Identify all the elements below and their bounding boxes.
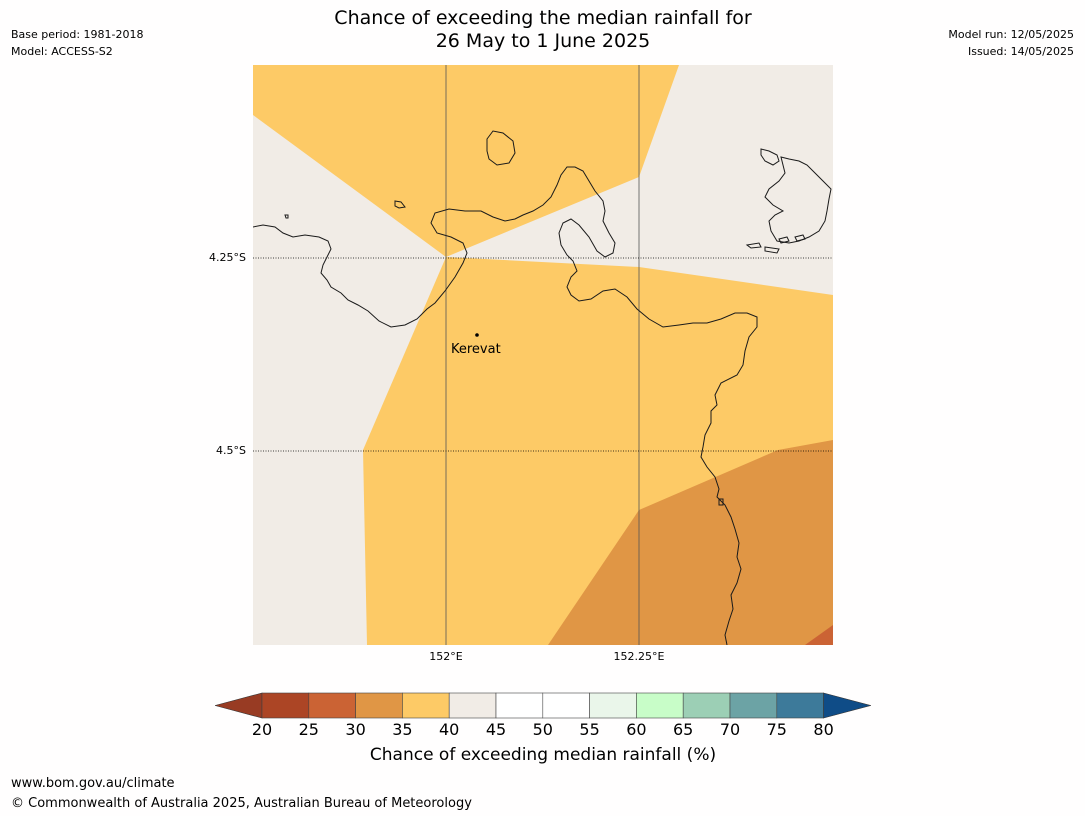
colorbar-tick-label: 25 — [298, 720, 319, 739]
islet-8 — [718, 498, 724, 506]
header-meta-right: Model run: 12/05/2025 Issued: 14/05/2025 — [948, 26, 1074, 60]
region-yellow-north — [253, 65, 679, 257]
lat-label-4-5: 4.5°S — [216, 444, 246, 457]
colorbar-tick-label: 75 — [766, 720, 787, 739]
colorbar-segment — [729, 692, 778, 719]
colorbar-segment — [355, 692, 403, 719]
model-run-text: Model run: 12/05/2025 — [948, 28, 1074, 41]
islet-7 — [764, 246, 780, 254]
colorbar-segment — [495, 692, 544, 719]
colorbar-tick-label: 35 — [392, 720, 413, 739]
colorbar — [213, 692, 872, 720]
model-text: Model: ACCESS-S2 — [11, 45, 113, 58]
place-label-kerevat: Kerevat — [451, 342, 501, 357]
island-north — [486, 130, 516, 166]
colorbar-segment — [682, 692, 731, 719]
lat-label-4-25: 4.25°S — [209, 251, 246, 264]
kerevat-marker — [475, 333, 479, 337]
footer-copyright: © Commonwealth of Australia 2025, Austra… — [11, 796, 472, 811]
title-line-1: Chance of exceeding the median rainfall … — [334, 7, 752, 29]
region-dark-orange — [805, 625, 833, 645]
islet-4 — [745, 242, 762, 249]
islet-1 — [394, 200, 406, 209]
colorbar-tick-label: 20 — [251, 720, 273, 739]
colorbar-segment — [402, 692, 450, 719]
islet-2 — [284, 214, 289, 219]
colorbar-low-arrow — [213, 692, 263, 719]
islet-5 — [778, 236, 790, 244]
colorbar-tick-label: 45 — [485, 720, 507, 739]
coastlines — [253, 130, 832, 645]
map-svg — [253, 65, 833, 645]
colorbar-segment — [776, 692, 824, 719]
colorbar-tick-label: 50 — [532, 720, 553, 739]
colorbar-svg — [213, 692, 872, 719]
colorbar-tick-label: 60 — [626, 720, 647, 739]
colorbar-tick-label: 40 — [439, 720, 460, 739]
colorbar-tick-label: 30 — [345, 720, 366, 739]
colorbar-title: Chance of exceeding median rainfall (%) — [369, 745, 717, 765]
colorbar-segment — [308, 692, 356, 719]
map-title: Chance of exceeding the median rainfall … — [243, 7, 843, 53]
coastline-main — [253, 166, 758, 645]
header-meta-left: Base period: 1981-2018 Model: ACCESS-S2 — [11, 26, 143, 60]
colorbar-tick-label: 65 — [673, 720, 694, 739]
colorbar-tick-label: 55 — [579, 720, 600, 739]
colorbar-segment — [636, 692, 684, 719]
map-panel — [253, 65, 833, 645]
lon-label-152-25: 152.25°E — [613, 650, 665, 663]
islet-6 — [794, 234, 806, 242]
colorbar-high-arrow — [823, 692, 872, 719]
colorbar-segment — [542, 692, 590, 719]
footer-url: www.bom.gov.au/climate — [11, 776, 175, 791]
lon-label-152: 152°E — [429, 650, 463, 663]
colorbar-segment — [261, 692, 310, 719]
colorbar-segment — [448, 692, 497, 719]
colorbar-tick-label: 80 — [813, 720, 834, 739]
colorbar-tick-label: 70 — [719, 720, 741, 739]
title-line-2: 26 May to 1 June 2025 — [435, 30, 651, 52]
colorbar-segment — [589, 692, 637, 719]
islet-3 — [760, 148, 780, 166]
region-orange — [548, 440, 833, 645]
issued-text: Issued: 14/05/2025 — [967, 45, 1074, 58]
base-period-text: Base period: 1981-2018 — [11, 28, 144, 41]
